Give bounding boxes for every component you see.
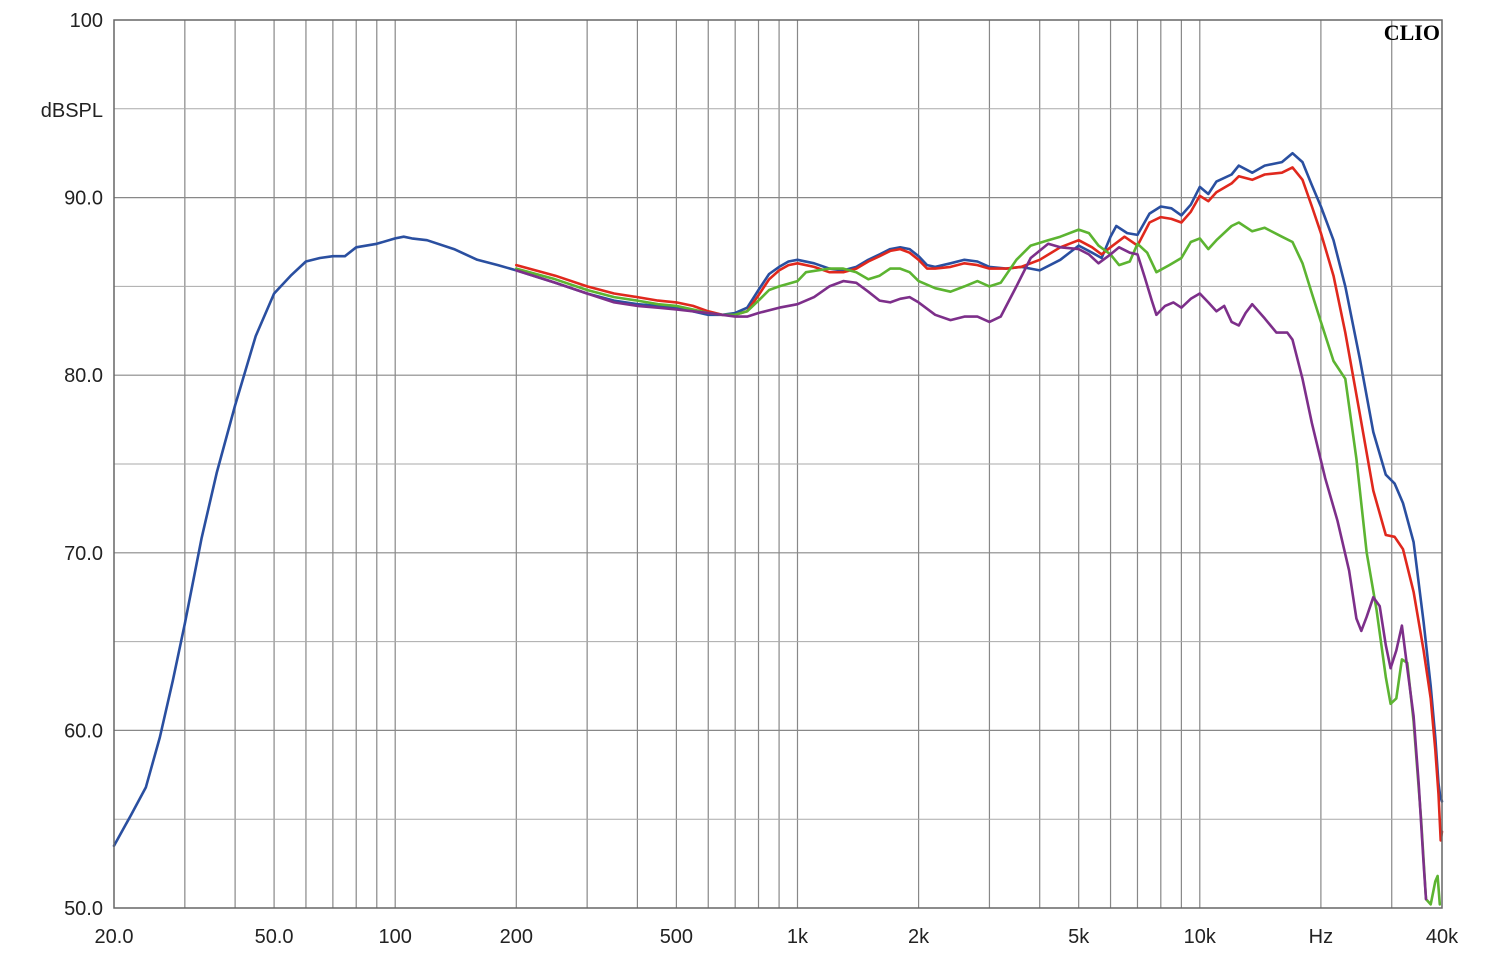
x-tick-label: 5k	[1068, 926, 1090, 948]
brand-label: CLIO	[1384, 20, 1440, 45]
x-tick-label: 1k	[787, 926, 809, 948]
labels: 20.0 50.0 100 200 500 1k 2k 5k 10k Hz 40k 100 90.0 80…	[64, 10, 1459, 948]
x-tick-label: 40k	[1426, 926, 1459, 948]
x-tick-label: Hz	[1309, 926, 1333, 948]
grid	[114, 20, 1442, 908]
y-tick-label: 100	[70, 10, 103, 32]
x-tick-label: 2k	[908, 926, 930, 948]
y-axis-unit-label: dBSPL	[41, 100, 103, 122]
y-tick-label: 80.0	[64, 365, 103, 387]
series-line-1	[112, 151, 1444, 848]
x-tick-label: 100	[379, 926, 412, 948]
y-tick-label: 50.0	[64, 898, 103, 920]
series-layer	[112, 151, 1444, 906]
x-tick-label: 200	[500, 926, 533, 948]
series-line-3	[515, 221, 1442, 906]
y-tick-label: 70.0	[64, 543, 103, 565]
series-line-4	[515, 242, 1428, 901]
y-tick-label: 60.0	[64, 720, 103, 742]
x-tick-label: 20.0	[95, 926, 134, 948]
x-tick-label: 50.0	[255, 926, 294, 948]
y-tick-label: 90.0	[64, 188, 103, 210]
x-tick-label: 10k	[1184, 926, 1217, 948]
x-tick-label: 500	[660, 926, 693, 948]
plot-frame	[113, 19, 1443, 909]
series-line-2	[515, 166, 1444, 842]
